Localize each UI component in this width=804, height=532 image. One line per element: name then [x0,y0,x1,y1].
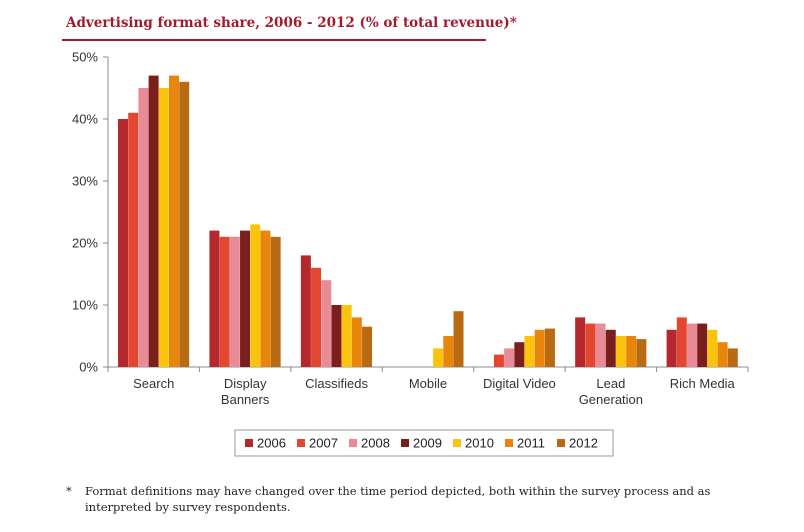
x-category-label: Classifieds [305,376,368,391]
bar-2008 [321,280,332,367]
bar-2009 [605,329,616,367]
legend-swatch-2007 [297,439,305,447]
x-category-label: Mobile [409,376,447,391]
legend-swatch-2012 [557,439,565,447]
bar-2011 [717,342,728,367]
bar-2007 [676,317,687,367]
bar-2010 [615,336,626,367]
y-axis: 0% 10% 20% 30% 40% 50% [72,50,109,375]
bar-2011 [351,317,362,367]
legend-label-2007: 2007 [309,436,338,451]
y-tick-label: 50% [72,50,98,65]
bar-2010 [707,329,718,367]
legend-swatch-2009 [401,439,409,447]
bar-2011 [443,336,454,367]
bar-2007 [311,267,322,367]
bar-2006 [666,329,677,367]
legend-label-2011: 2011 [517,436,545,451]
bar-2009 [697,323,708,367]
legend-label-2010: 2010 [465,436,494,451]
bars [118,75,738,368]
bar-2011 [169,75,180,367]
title-underline [62,39,486,41]
x-category-label: Search [133,376,174,391]
bar-2009 [240,230,251,367]
bar-2009 [331,305,342,367]
y-tick-label: 30% [72,174,98,189]
bar-2008 [686,323,697,367]
y-tick-label: 20% [72,236,98,251]
legend: 2006 2007 2008 2009 2010 2011 2012 [234,429,614,457]
bar-2006 [300,255,311,367]
bar-2012 [727,348,738,367]
legend-label-2006: 2006 [257,436,286,451]
bar-2010 [524,336,535,367]
x-category-label: Rich Media [670,376,736,391]
x-category-label: Lead Generation [579,376,643,407]
legend-swatch-2006 [245,439,253,447]
bar-2009 [514,342,525,367]
bar-2012 [544,328,555,367]
bar-2012 [453,311,464,367]
bar-2006 [575,317,586,367]
x-axis: Search Display Banners Classifieds Mobile Dig… [107,366,749,407]
legend-swatch-2010 [453,439,461,447]
bar-chart: 0% 10% 20% 30% 40% 50% Search Display Banners Cl… [72,50,749,457]
bar-2010 [433,348,444,367]
bar-2009 [148,75,159,367]
footnote-text: Format definitions may have changed over… [85,484,711,514]
bar-2008 [595,323,606,367]
bar-2007 [493,354,504,367]
bar-2011 [534,329,545,367]
y-tick-label: 10% [72,298,98,313]
footnote-marker: * [66,484,72,498]
bar-2012 [179,81,190,368]
bar-2006 [209,230,220,367]
y-tick-label: 0% [79,360,98,375]
bar-2007 [585,323,596,367]
bar-2012 [270,236,281,367]
legend-label-2008: 2008 [361,436,390,451]
bar-2010 [250,224,261,367]
bar-2008 [138,88,149,367]
legend-swatch-2008 [349,439,357,447]
legend-box [234,429,614,457]
legend-label-2009: 2009 [413,436,442,451]
bar-2010 [341,305,352,367]
bar-2008 [504,348,515,367]
bar-2008 [229,236,240,367]
bar-2010 [158,88,169,367]
x-category-label: Display Banners [221,376,270,407]
bar-2011 [626,336,637,367]
bar-2007 [219,236,230,367]
bar-2012 [636,339,647,367]
bar-2011 [260,230,271,367]
bar-2006 [118,119,129,367]
legend-label-2012: 2012 [569,436,598,451]
bar-2007 [128,112,139,367]
legend-swatch-2011 [505,439,513,447]
chart-title: Advertising format share, 2006 - 2012 (%… [66,15,517,31]
x-category-label: Digital Video [483,376,556,391]
y-tick-label: 40% [72,112,98,127]
bar-2012 [362,326,373,367]
